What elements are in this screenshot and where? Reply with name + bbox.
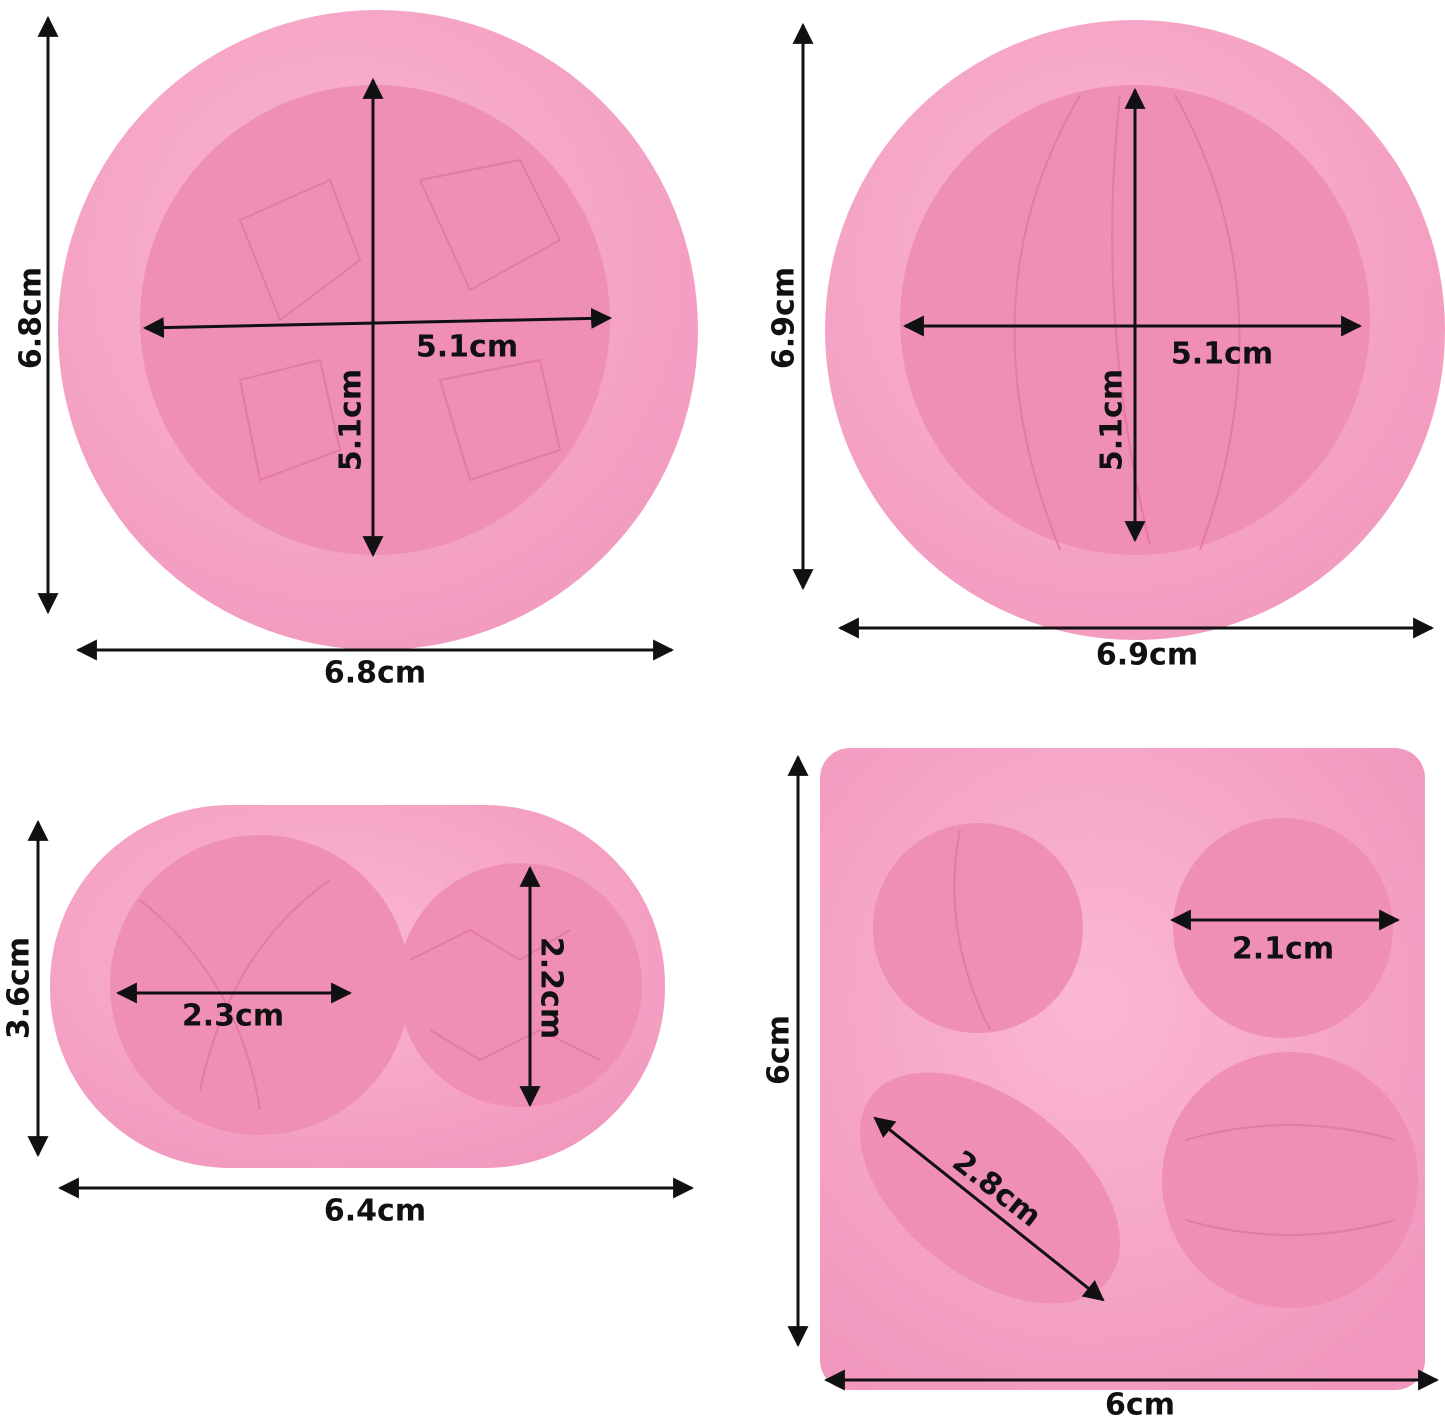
dimension-label: 5.1cm <box>334 369 369 471</box>
dimension-label: 2.3cm <box>182 999 284 1034</box>
mold-square-four-balls: 6cm 6cm 2.1cm 2.8cm <box>762 748 1440 1422</box>
dimension-label: 6.8cm <box>324 656 426 691</box>
arrow <box>873 1116 1105 1302</box>
dimension-label: 6cm <box>1105 1388 1175 1422</box>
dimension-label: 2.1cm <box>1232 932 1334 967</box>
mold-round-soccer: 6.8cm 6.8cm 5.1cm 5.1cm <box>14 10 698 691</box>
dimension-label: 3.6cm <box>2 937 37 1039</box>
dimension-label: 2.2cm <box>534 937 569 1039</box>
dimension-label: 5.1cm <box>1171 337 1273 372</box>
mold-round-basketball: 6.9cm 6.9cm 5.1cm 5.1cm <box>767 20 1445 673</box>
dimension-label: 5.1cm <box>1095 369 1130 471</box>
mold-oval-two-balls: 3.6cm 6.4cm 2.3cm 2.2cm <box>2 805 695 1229</box>
dimension-label: 6.8cm <box>14 267 49 369</box>
dimension-label: 5.1cm <box>416 330 518 365</box>
dimension-label: 6.9cm <box>1096 638 1198 673</box>
dimension-label: 6.9cm <box>767 267 802 369</box>
dimension-label: 6.4cm <box>324 1194 426 1229</box>
dimension-label: 6cm <box>762 1015 797 1085</box>
